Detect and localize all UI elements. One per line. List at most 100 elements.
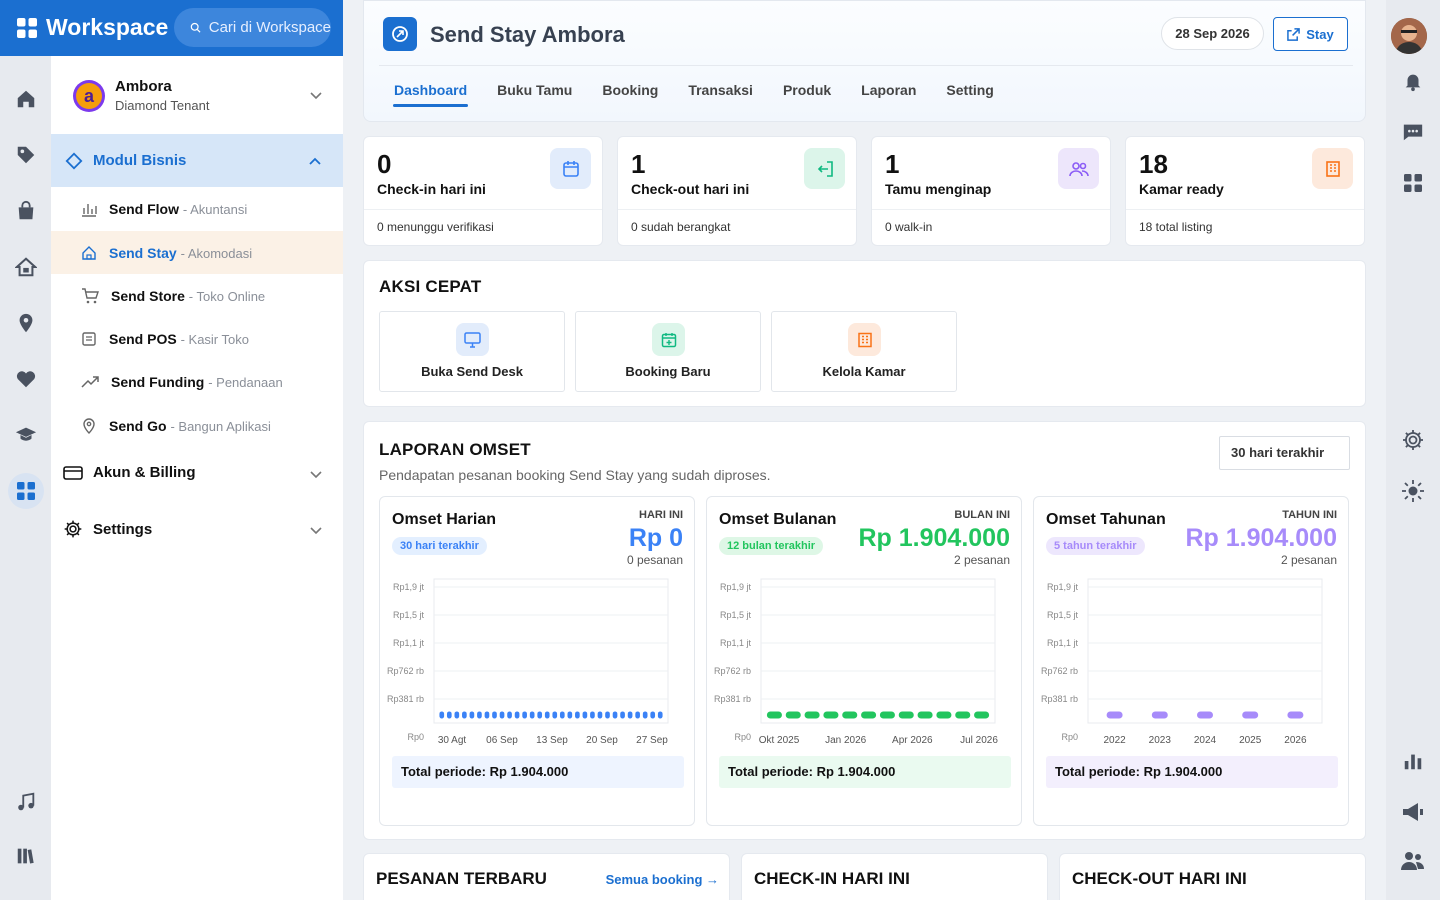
chevron-down-icon[interactable] [310,92,322,100]
chart-bar[interactable] [955,711,971,719]
chart-bar[interactable] [537,711,543,719]
sidebar-item-send-go[interactable]: Send Go - Bangun Aplikasi [51,404,343,447]
chart-bar[interactable] [861,711,877,719]
chart-bar[interactable] [620,711,625,719]
order-count: 2 pesanan [1280,553,1337,567]
chevron-down-icon[interactable] [310,471,322,479]
chart-bar[interactable] [454,711,460,719]
quick-buka-send-desk[interactable]: Buka Send Desk [379,311,565,392]
people-icon[interactable] [1399,847,1427,875]
sidebar-item-send-store[interactable]: Send Store - Toko Online [51,274,343,317]
tag-icon[interactable] [8,137,44,173]
chart-bar[interactable] [1242,711,1259,719]
chart-bar[interactable] [936,711,952,719]
chart-bar[interactable] [582,711,588,719]
chart-bar[interactable] [635,711,640,719]
modul-bisnis-toggle[interactable]: Modul Bisnis [51,134,343,187]
apps-icon[interactable] [1399,169,1427,197]
sidebar-item-send-flow[interactable]: Send Flow - Akuntansi [51,187,343,230]
chart-bar[interactable] [974,711,990,719]
user-switcher[interactable]: a Ambora Diamond Tenant [73,78,209,113]
chart-bar[interactable] [559,711,565,719]
pin-icon[interactable] [8,305,44,341]
date-badge[interactable]: 28 Sep 2026 [1161,17,1264,50]
chart-bar[interactable] [529,711,535,719]
x-tick-label: 13 Sep [536,735,568,746]
external-link-icon [1287,27,1301,41]
chart-bar[interactable] [477,711,482,719]
chat-icon[interactable] [1399,118,1427,146]
stat-value: 18 [1139,149,1168,179]
chart-bar[interactable] [462,711,467,719]
chart-bar[interactable] [567,711,573,719]
chart-bar[interactable] [917,711,933,719]
tab-produk[interactable]: Produk [782,82,832,98]
chart-bar[interactable] [507,711,512,719]
chart-bar[interactable] [1151,711,1168,719]
chart-bar[interactable] [879,711,895,719]
tab-transaksi[interactable]: Transaksi [688,82,753,98]
chart-bar[interactable] [1287,711,1304,719]
chart-bar[interactable] [1106,711,1123,719]
sidebar-item-send-stay[interactable]: Send Stay - Akomodasi [51,231,343,274]
tab-setting[interactable]: Setting [946,82,994,98]
quick-booking-baru[interactable]: Booking Baru [575,311,761,392]
tab-booking[interactable]: Booking [602,82,659,98]
app-logo[interactable]: Workspace [16,14,168,41]
chart-bar[interactable] [1197,711,1213,719]
chevron-down-icon[interactable] [310,527,322,535]
chart-bar[interactable] [612,711,618,719]
heart-icon[interactable] [8,361,44,397]
chart-bar[interactable] [544,711,550,719]
quick-kelola-kamar[interactable]: Kelola Kamar [771,311,957,392]
chart-bar[interactable] [492,711,497,719]
music-icon[interactable] [8,784,44,820]
chart-bar[interactable] [605,711,610,719]
chart-bar[interactable] [522,711,527,719]
tab-laporan[interactable]: Laporan [861,82,917,98]
chart-bar[interactable] [484,711,490,719]
chart-bar[interactable] [657,711,663,719]
sidebar-akun-billing[interactable]: Akun & Billing [63,464,196,481]
chart-bar[interactable] [439,711,445,719]
chart-bar[interactable] [597,711,603,719]
chart-bar[interactable] [804,711,820,719]
chart-frame [760,578,996,724]
chart-bar[interactable] [575,711,580,719]
library-icon[interactable] [8,838,44,874]
sun-icon[interactable] [1399,477,1427,505]
profile-avatar[interactable] [1391,18,1427,54]
tab-buku-tamu[interactable]: Buku Tamu [497,82,573,98]
search-input[interactable]: Cari di Workspace [174,8,331,47]
home-icon[interactable] [8,81,44,117]
chart-bar[interactable] [627,711,633,719]
chart-bar[interactable] [590,711,595,719]
chart-bar[interactable] [650,711,656,719]
sidebar-item-send-funding[interactable]: Send Funding - Pendanaan [51,360,343,403]
chart-bar[interactable] [514,711,520,719]
bell-icon[interactable] [1399,67,1427,95]
chart-bar[interactable] [785,711,801,719]
bar-chart-icon[interactable] [1399,747,1427,775]
tab-dashboard[interactable]: Dashboard [379,66,482,110]
chart-bar[interactable] [898,711,914,719]
chart-bar[interactable] [469,711,475,719]
chart-bar[interactable] [499,711,505,719]
chart-bar[interactable] [446,711,452,719]
range-select[interactable]: 30 hari terakhir [1219,436,1350,470]
semua-booking-link[interactable]: Semua booking → [605,872,719,887]
gear-icon[interactable] [1399,426,1427,454]
chart-bar[interactable] [766,711,782,719]
graduation-icon[interactable] [8,417,44,453]
stay-button[interactable]: Stay [1273,17,1348,51]
chart-bar[interactable] [823,711,839,719]
chart-bar[interactable] [642,711,648,719]
sidebar-item-send-pos[interactable]: Send POS - Kasir Toko [51,317,343,360]
apps-icon[interactable] [8,473,44,509]
sidebar-settings[interactable]: Settings [63,519,152,539]
chart-bar[interactable] [552,711,558,719]
house-icon[interactable] [8,249,44,285]
megaphone-icon[interactable] [1399,798,1427,826]
chart-bar[interactable] [842,711,858,719]
bag-icon[interactable] [8,193,44,229]
